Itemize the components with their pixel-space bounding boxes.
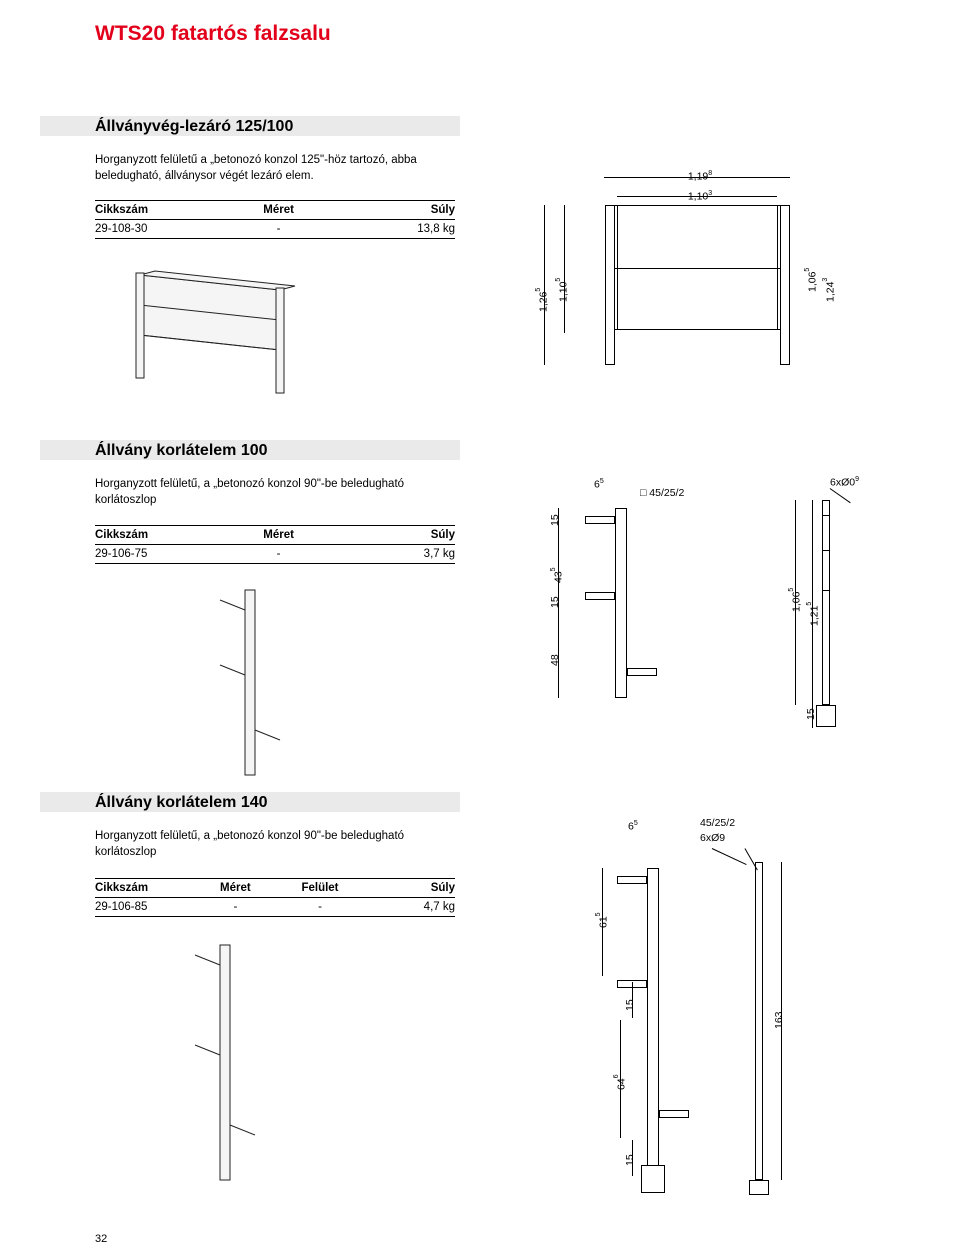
s1-inner-side-l xyxy=(617,205,618,330)
s2-post-side-foot xyxy=(816,705,836,727)
s1-td3: 13,8 kg xyxy=(336,220,455,239)
s3-post-foot xyxy=(641,1165,665,1193)
section1-iso-sketch xyxy=(100,265,360,405)
s3-th3: Felület xyxy=(275,879,365,898)
s3-dim-midtop: 15 xyxy=(625,990,636,1020)
leader-s3a xyxy=(712,848,747,865)
s2-dim-right-outer: 1,215 xyxy=(806,530,820,698)
s2-dim-bot: 48 xyxy=(550,625,561,695)
tick xyxy=(602,868,603,976)
s1-post-l xyxy=(605,205,615,365)
section2-desc: Horganyzott felületű, a „betonozó konzol… xyxy=(95,476,445,508)
s2-td3: 3,7 kg xyxy=(336,545,455,564)
s3-dim-bot: 15 xyxy=(625,1145,636,1175)
s3-th1: Cikkszám xyxy=(95,879,196,898)
s3-post-side-foot xyxy=(749,1180,769,1195)
s2-post-side xyxy=(822,500,830,705)
s1-dim-right-inner: 1,065 xyxy=(804,220,818,340)
tick xyxy=(544,205,545,365)
s3-td2: - xyxy=(196,898,275,917)
s2-side-hole1 xyxy=(823,515,829,516)
s2-post-front xyxy=(615,508,627,698)
s2-dim-top-right: 6xØ09 xyxy=(830,476,859,488)
tick xyxy=(604,177,790,178)
s2-arm3 xyxy=(627,668,657,676)
s3-arm3 xyxy=(659,1110,689,1118)
tick xyxy=(781,862,782,1180)
s1-th2: Méret xyxy=(221,201,336,220)
s2-dim-top: 15 xyxy=(550,508,561,533)
s2-side-hole2 xyxy=(823,550,829,551)
s2-arm2 xyxy=(585,592,615,600)
s3-td1: 29-106-85 xyxy=(95,898,196,917)
s3-td4: 4,7 kg xyxy=(365,898,455,917)
s3-dim-top-left: 65 xyxy=(628,820,638,832)
s2-dim-top-left: 65 xyxy=(594,478,604,490)
page-footer: 32 xyxy=(95,1233,107,1245)
section1-table: Cikkszám Méret Súly 29-108-30 - 13,8 kg xyxy=(95,200,455,239)
s3-dim-right-h: 163 xyxy=(774,960,785,1080)
tick xyxy=(558,508,559,698)
section1-desc: Horganyzott felületű a „betonozó konzol … xyxy=(95,152,445,184)
leader-s2r xyxy=(830,488,851,503)
s3-post-side xyxy=(755,862,763,1180)
section1-title: Állványvég-lezáró 125/100 xyxy=(95,118,293,136)
s3-arm1 xyxy=(617,876,647,884)
s2-td1: 29-106-75 xyxy=(95,545,221,564)
s2-side-hole3 xyxy=(823,590,829,591)
s1-td1: 29-108-30 xyxy=(95,220,221,239)
s3-th4: Súly xyxy=(365,879,455,898)
tick xyxy=(564,205,565,333)
tick xyxy=(617,196,777,197)
s3-td3: - xyxy=(275,898,365,917)
s1-th1: Cikkszám xyxy=(95,201,221,220)
section3-table: Cikkszám Méret Felület Súly 29-106-85 - … xyxy=(95,878,455,917)
s3-dim-top-r2: 6xØ9 xyxy=(700,833,725,844)
section3-title: Állvány korlátelem 140 xyxy=(95,794,268,812)
s1-dim-left-outer: 1,265 xyxy=(535,230,549,370)
s1-dim-right-outer: 1,243 xyxy=(822,220,836,360)
s2-arm1 xyxy=(585,516,615,524)
section2-table: Cikkszám Méret Súly 29-106-75 - 3,7 kg xyxy=(95,525,455,564)
s2-dim-top-square: □ 45/25/2 xyxy=(640,488,684,499)
s1-th3: Súly xyxy=(336,201,455,220)
page-title: WTS20 fatartós falzsalu xyxy=(95,22,331,46)
s1-post-r xyxy=(780,205,790,365)
section2-iso-sketch xyxy=(205,585,305,785)
tick xyxy=(620,1020,621,1138)
s1-td2: - xyxy=(221,220,336,239)
tick xyxy=(632,1140,633,1176)
s2-th1: Cikkszám xyxy=(95,526,221,545)
s1-dim-top-width: 1,198 xyxy=(635,170,765,182)
s1-frame-mid xyxy=(610,268,785,269)
section3-iso-sketch xyxy=(180,940,280,1190)
section2-title: Állvány korlátelem 100 xyxy=(95,442,268,460)
s1-inner-side-r xyxy=(777,205,778,330)
tick xyxy=(632,982,633,1018)
s3-th2: Méret xyxy=(196,879,275,898)
tick xyxy=(795,500,796,705)
s2-dim-mid: 15 xyxy=(550,590,561,615)
s3-dim-top-r1: 45/25/2 xyxy=(700,818,735,829)
leader-s3b xyxy=(745,848,758,870)
s2-td2: - xyxy=(221,545,336,564)
s3-post-front xyxy=(647,868,659,1168)
s2-th2: Méret xyxy=(221,526,336,545)
section3-desc: Horganyzott felületű, a „betonozó konzol… xyxy=(95,828,445,860)
s2-th3: Súly xyxy=(336,526,455,545)
s1-dim-left-inner: 1,105 xyxy=(555,230,569,350)
tick xyxy=(812,500,813,728)
